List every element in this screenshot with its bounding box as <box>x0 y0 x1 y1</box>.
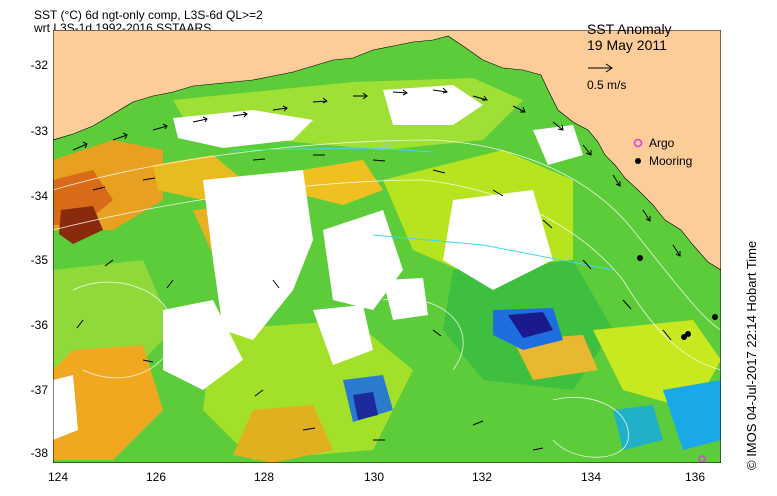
sst-contours <box>53 139 721 458</box>
transect-lines <box>232 147 614 271</box>
argo-legend-label: Argo <box>649 136 675 150</box>
lon-label: 128 <box>253 470 275 484</box>
lon-label: 136 <box>684 470 706 484</box>
credit-label: © IMOS 04-Jul-2017 22:14 Hobart Time <box>744 240 759 470</box>
header-line-1: SST (°C) 6d ngt-only comp, L3S-6d QL>=2 <box>34 8 263 22</box>
argo-marker <box>698 455 706 463</box>
lat-label: -34 <box>30 189 48 203</box>
argo-legend-icon <box>633 138 643 148</box>
lon-label: 126 <box>145 470 167 484</box>
current-scale-arrow <box>588 63 613 73</box>
lon-label: 130 <box>363 470 385 484</box>
lon-label: 134 <box>580 470 602 484</box>
mooring-markers <box>637 255 718 340</box>
lat-label: -38 <box>30 446 48 460</box>
land-mass <box>53 30 721 271</box>
lon-label: 132 <box>471 470 493 484</box>
map-date: 19 May 2011 <box>587 37 667 53</box>
lon-label: 124 <box>47 470 69 484</box>
lat-label: -32 <box>30 58 48 72</box>
lat-label: -37 <box>30 383 48 397</box>
sst-anomaly-map <box>53 30 721 463</box>
current-scale-label: 0.5 m/s <box>587 78 627 92</box>
no-data-regions <box>53 85 583 440</box>
lat-label: -36 <box>30 318 48 332</box>
current-arrows <box>72 87 681 451</box>
lat-label: -33 <box>30 124 48 138</box>
lat-label: -35 <box>30 253 48 267</box>
map-title: SST Anomaly <box>587 21 672 37</box>
mooring-legend-label: Mooring <box>649 154 693 168</box>
mooring-legend-icon <box>635 158 641 164</box>
